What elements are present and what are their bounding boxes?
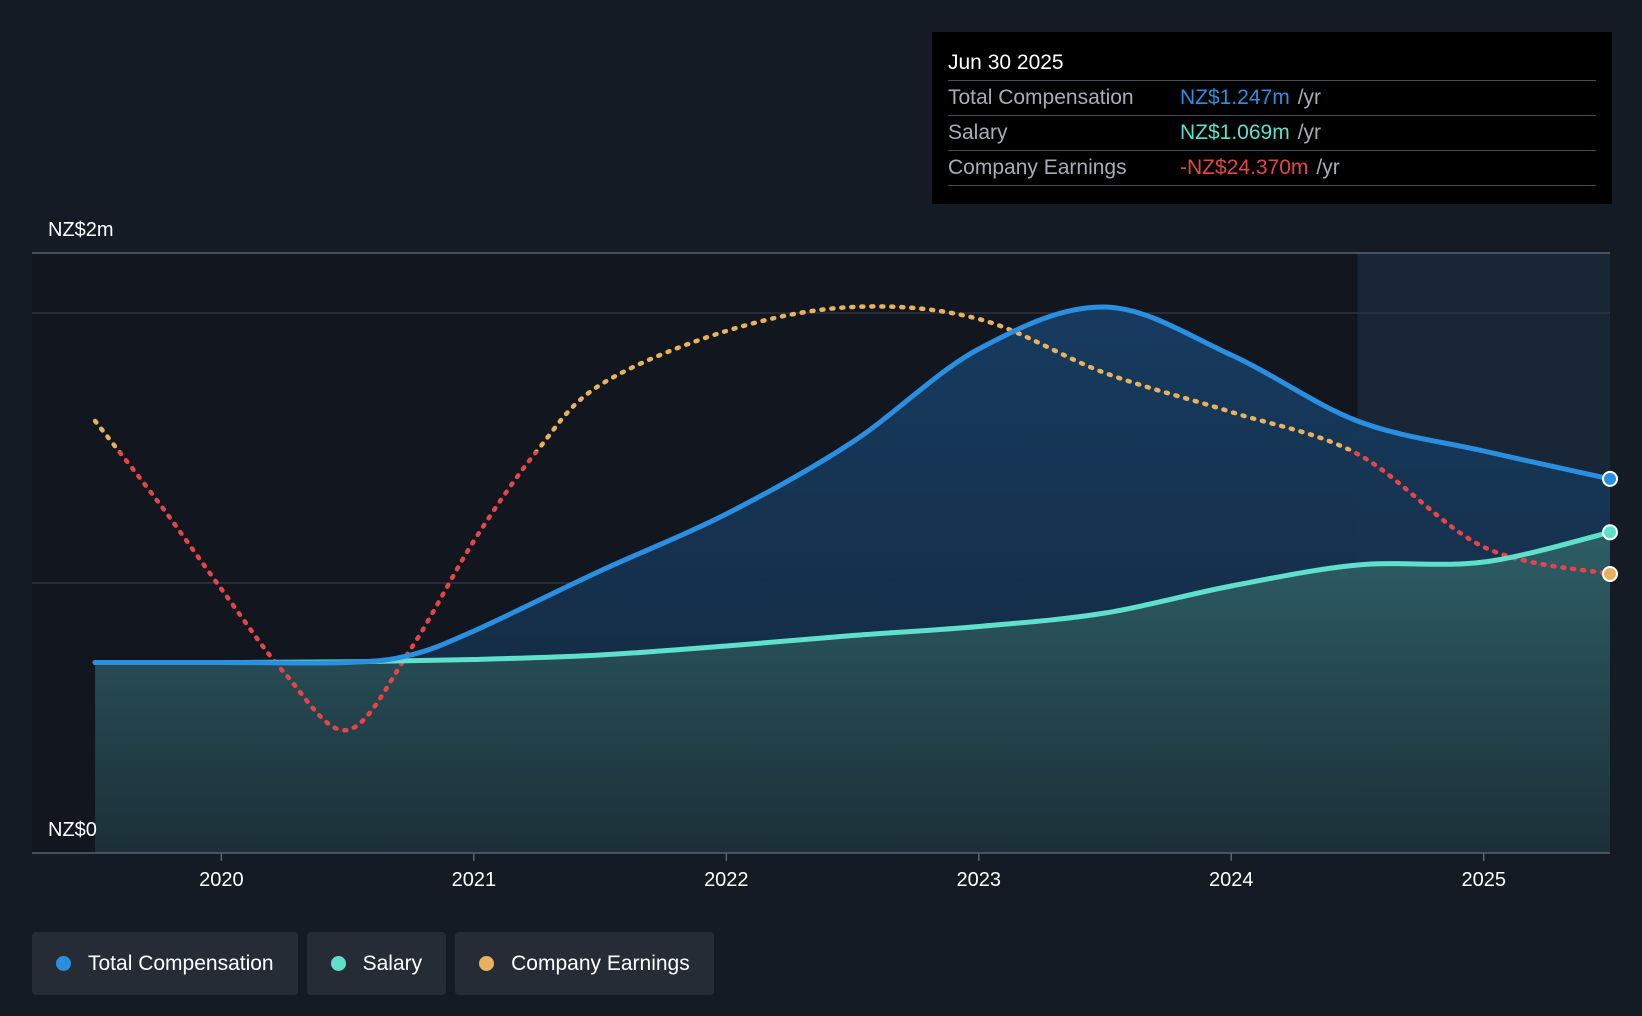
legend-label: Salary bbox=[362, 951, 423, 975]
legend-label: Company Earnings bbox=[511, 951, 690, 975]
company-earnings-line bbox=[92, 304, 1613, 733]
x-tick-label: 2022 bbox=[704, 869, 749, 891]
tooltip-value: NZ$1.247m bbox=[1180, 86, 1290, 109]
total-compensation-line bbox=[92, 304, 1613, 666]
tooltip-unit: /yr bbox=[1297, 86, 1322, 109]
total-compensation-end-marker bbox=[1602, 470, 1618, 487]
end-markers bbox=[1602, 470, 1618, 582]
legend: Total Compensation Salary Company Earnin… bbox=[32, 932, 714, 995]
x-tick-label: 2025 bbox=[1462, 869, 1507, 891]
tooltip-label: Company Earnings bbox=[948, 156, 1127, 179]
legend-dot-icon bbox=[479, 956, 495, 971]
tooltip-label: Salary bbox=[948, 121, 1008, 144]
tooltip-value: -NZ$24.370m bbox=[1180, 156, 1309, 179]
salary-end-marker bbox=[1602, 524, 1618, 541]
tooltip-date: Jun 30 2025 bbox=[948, 51, 1064, 74]
tooltip: Jun 30 2025 Total Compensation NZ$1.247m… bbox=[932, 32, 1612, 204]
y-axis-bottom-label: NZ$0 bbox=[48, 819, 97, 841]
tooltip-row-company-earnings: Company Earnings -NZ$24.370m /yr bbox=[948, 150, 1596, 186]
legend-item-salary[interactable]: Salary bbox=[306, 932, 447, 995]
x-tick-label: 2023 bbox=[957, 869, 1002, 891]
legend-item-company-earnings[interactable]: Company Earnings bbox=[455, 932, 714, 995]
company-earnings-end-marker bbox=[1602, 566, 1618, 582]
tooltip-row-total-compensation: Total Compensation NZ$1.247m /yr bbox=[948, 80, 1596, 115]
tooltip-value: NZ$1.069m bbox=[1180, 121, 1290, 144]
salary-area bbox=[95, 532, 1611, 853]
chart: 2020 2021 2022 2023 2024 2025 NZ$2m NZ$0 bbox=[32, 219, 1618, 891]
x-tick-label: 2024 bbox=[1209, 869, 1254, 891]
legend-dot-icon bbox=[56, 956, 71, 971]
legend-label: Total Compensation bbox=[88, 951, 274, 975]
legend-dot-icon bbox=[330, 956, 346, 971]
x-tick-label: 2021 bbox=[452, 869, 497, 891]
company-earnings-series bbox=[92, 304, 1613, 733]
tooltip-unit: /yr bbox=[1297, 121, 1322, 144]
x-tick-label: 2020 bbox=[199, 869, 244, 891]
tooltip-row-salary: Salary NZ$1.069m /yr bbox=[948, 115, 1596, 150]
y-axis-top-label: NZ$2m bbox=[48, 219, 114, 241]
x-axis-ticks: 2020 2021 2022 2023 2024 2025 bbox=[199, 853, 1506, 891]
tooltip-label: Total Compensation bbox=[948, 86, 1134, 109]
legend-item-total-compensation[interactable]: Total Compensation bbox=[32, 932, 298, 995]
tooltip-unit: /yr bbox=[1316, 156, 1340, 179]
